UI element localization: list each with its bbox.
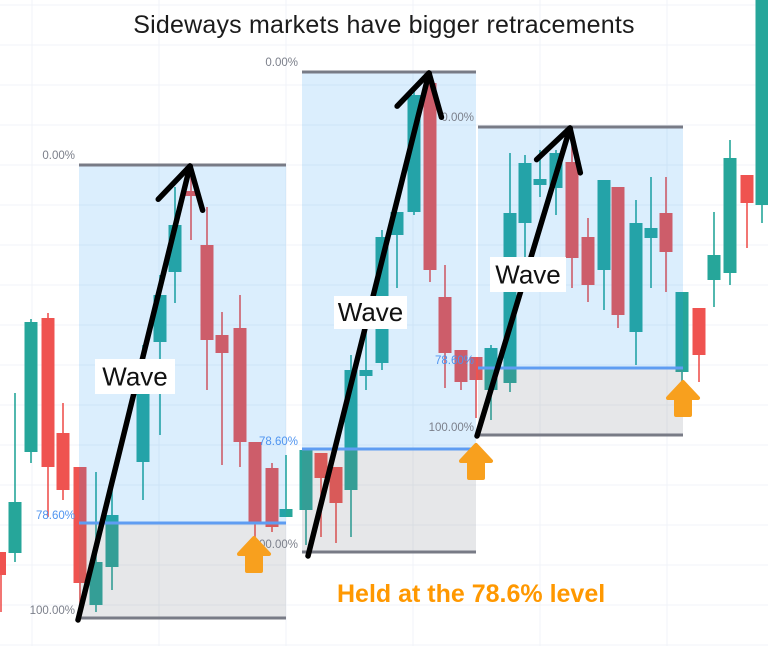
candle-body (533, 179, 547, 185)
candle-body (755, 0, 768, 205)
candle-body (105, 515, 119, 567)
fib-label-0: 0.00% (42, 150, 75, 162)
wave-label-box[interactable] (334, 296, 407, 329)
candle-body (136, 392, 150, 462)
candle-body (185, 191, 197, 196)
candle-body (215, 335, 229, 353)
candle-body (329, 467, 343, 503)
trend-arrow-head (426, 70, 445, 121)
chart-title: Sideways markets have bigger retracement… (133, 11, 635, 39)
candle-body (469, 357, 483, 380)
held-level-annotation[interactable]: Held at the 78.6% level (337, 580, 606, 608)
candle-body (597, 180, 611, 270)
candle-body (438, 297, 452, 353)
trend-arrow-head (394, 70, 432, 109)
hold-arrow-up[interactable] (237, 536, 271, 573)
candle-body (299, 450, 313, 510)
candle-body (454, 350, 468, 382)
candle-body (423, 83, 437, 270)
candle-body (41, 318, 55, 467)
fib-zone-lower[interactable] (478, 368, 683, 435)
trend-arrow-head (533, 125, 573, 163)
fib-label-0: 0.00% (265, 57, 298, 69)
candle-body (692, 308, 706, 355)
candle-body (740, 175, 754, 203)
candle-body (233, 328, 247, 442)
candle-body (314, 453, 328, 478)
candle-body (611, 187, 625, 315)
trend-arrow-head (567, 125, 584, 176)
candle-body (659, 213, 673, 252)
candle-body (24, 322, 38, 452)
fib-label-786: 78.60% (36, 510, 75, 522)
hold-arrow-up[interactable] (459, 443, 493, 480)
fib-label-100: 100.00% (30, 605, 75, 617)
candle-body (8, 502, 22, 553)
fib-label-100: 100.00% (429, 422, 474, 434)
wave-label-text: Wave (102, 362, 168, 392)
fib-label-786: 78.60% (435, 355, 474, 367)
candle-body (675, 292, 689, 372)
candle-body (359, 370, 373, 376)
candle-body (200, 245, 214, 340)
candle-body (581, 237, 595, 285)
wave-label-box[interactable] (490, 257, 566, 292)
candle-body (73, 467, 87, 583)
candle-body (644, 228, 658, 238)
wave-label-box[interactable] (95, 359, 175, 394)
trend-arrow-head (187, 163, 206, 213)
candle-body (56, 433, 70, 490)
candle-body (723, 158, 737, 273)
candle-body (565, 162, 579, 258)
candle-body (265, 468, 279, 527)
candle-body (89, 562, 103, 605)
candle-body (518, 163, 532, 223)
wave-label-text: Wave (338, 297, 404, 327)
fib-label-786: 78.60% (259, 436, 298, 448)
fib-zone-upper[interactable] (79, 165, 286, 523)
candle-body (279, 509, 293, 517)
trend-arrow-head (155, 163, 193, 203)
candle-body (629, 223, 643, 332)
candle-body (707, 255, 721, 280)
hold-arrow-up[interactable] (666, 380, 700, 417)
candle-body (0, 552, 6, 575)
wave-label-text: Wave (495, 260, 561, 290)
fib-zone-upper[interactable] (302, 72, 476, 449)
fib-label-0: 0.00% (441, 112, 474, 124)
candle-body (248, 442, 262, 522)
